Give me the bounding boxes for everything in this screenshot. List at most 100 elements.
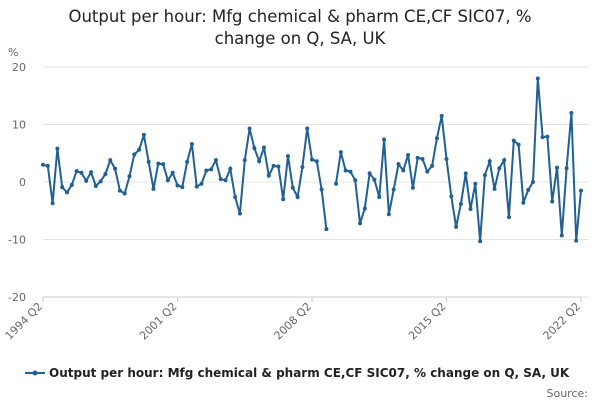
point <box>396 162 401 167</box>
point <box>478 239 483 244</box>
point <box>180 185 185 190</box>
point <box>406 152 411 157</box>
point <box>420 157 425 161</box>
legend-marker <box>32 370 38 376</box>
x-tick-label: 1994 Q2 <box>3 300 46 343</box>
point <box>117 188 122 193</box>
point <box>521 200 526 205</box>
point <box>60 185 65 190</box>
point <box>266 173 271 178</box>
point <box>382 137 387 142</box>
point <box>526 188 531 193</box>
point <box>146 159 151 164</box>
point <box>108 158 113 163</box>
point <box>45 163 50 168</box>
y-tick-label: -20 <box>8 291 26 304</box>
point <box>535 76 540 81</box>
y-tick-label: 10 <box>12 119 26 132</box>
point <box>569 111 574 115</box>
y-tick-label: 20 <box>12 61 26 74</box>
point <box>300 165 305 170</box>
chart-title: Output per hour: Mfg chemical & pharm CE… <box>68 7 532 48</box>
point <box>242 158 247 163</box>
point <box>425 169 430 174</box>
point <box>324 227 329 232</box>
point <box>103 171 108 176</box>
point <box>213 158 218 163</box>
point <box>502 158 507 163</box>
point <box>473 181 478 186</box>
point <box>137 147 142 152</box>
point <box>386 212 391 217</box>
point <box>506 215 511 220</box>
point <box>348 169 353 174</box>
point <box>434 136 439 141</box>
point <box>79 170 84 175</box>
point <box>439 113 444 118</box>
point <box>55 146 60 151</box>
point <box>84 178 89 183</box>
point <box>218 177 223 182</box>
x-tick-label: 2015 Q2 <box>406 300 449 343</box>
point <box>281 197 286 202</box>
point <box>141 132 146 137</box>
point <box>98 179 103 184</box>
point <box>199 181 204 186</box>
point <box>492 186 497 191</box>
point <box>127 174 132 179</box>
y-tick-label: -10 <box>8 234 26 247</box>
point <box>377 194 382 199</box>
point <box>261 145 266 150</box>
point <box>449 194 454 199</box>
point <box>338 150 343 155</box>
point <box>550 199 555 204</box>
point <box>559 233 564 238</box>
point <box>194 184 199 189</box>
point <box>487 159 492 164</box>
point <box>257 159 262 164</box>
point <box>574 238 579 243</box>
point <box>334 181 339 186</box>
legend-label: Output per hour: Mfg chemical & pharm CE… <box>49 366 570 380</box>
point <box>482 173 487 178</box>
point <box>314 159 319 164</box>
point <box>247 126 252 131</box>
point <box>252 146 257 151</box>
point <box>430 163 435 168</box>
x-tick-label: 2008 Q2 <box>272 300 315 343</box>
point <box>564 166 569 171</box>
source: Source: <box>547 387 589 400</box>
point <box>372 177 377 182</box>
point <box>367 171 372 176</box>
point <box>353 178 358 183</box>
point <box>69 182 74 187</box>
point <box>310 157 314 162</box>
point <box>545 134 550 139</box>
x-tick-label: 2022 Q2 <box>541 300 584 343</box>
point <box>65 190 70 195</box>
point <box>410 185 415 190</box>
point <box>151 186 156 191</box>
point <box>237 211 242 216</box>
point <box>189 142 194 147</box>
point <box>276 164 281 169</box>
point <box>228 166 233 171</box>
point <box>415 155 420 160</box>
point <box>271 163 276 168</box>
point <box>93 184 98 189</box>
point <box>319 187 324 192</box>
point <box>579 188 583 193</box>
point <box>185 159 190 164</box>
point <box>295 194 300 199</box>
point <box>204 168 209 173</box>
point <box>497 166 502 171</box>
point <box>454 224 459 229</box>
y-unit: % <box>8 46 18 59</box>
point <box>358 221 363 226</box>
point <box>511 138 516 143</box>
x-tick-label: 2001 Q2 <box>137 300 180 343</box>
point <box>41 162 45 167</box>
point <box>305 126 310 131</box>
